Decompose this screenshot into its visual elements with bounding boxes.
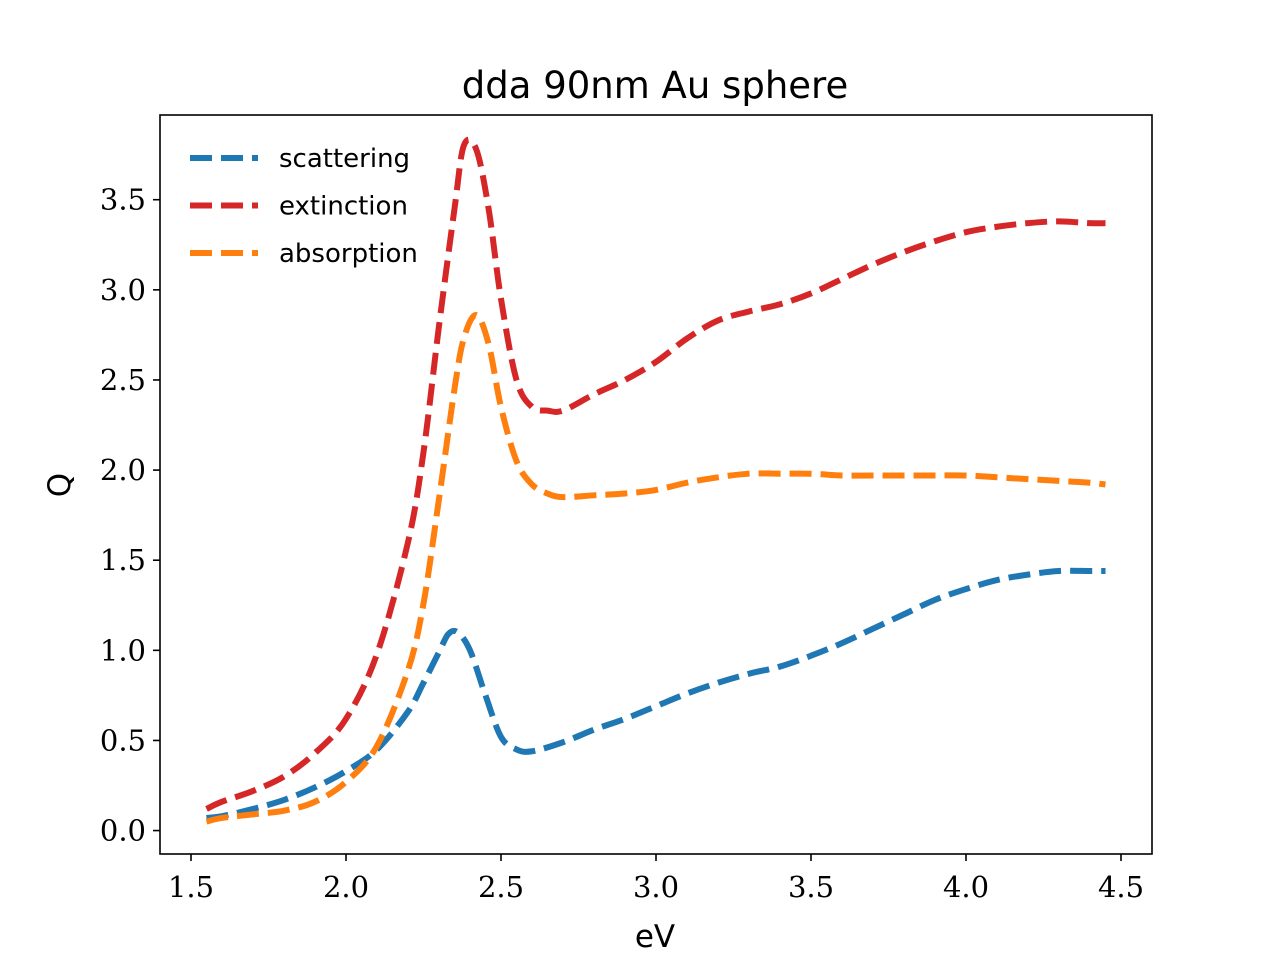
y-axis-ticks: 0.0 0.5 1.0 1.5 2.0 2.5 3.0 3.5 (100, 183, 160, 848)
x-tick-label: 1.5 (168, 870, 214, 904)
series-line-extinction (205, 136, 1106, 812)
x-tick-label: 2.5 (478, 870, 524, 904)
y-tick-label: 1.5 (100, 543, 146, 577)
chart-title: dda 90nm Au sphere (462, 64, 848, 107)
series-line-absorption (205, 312, 1106, 825)
legend: scattering extinction absorption (190, 144, 418, 269)
x-tick-label: 3.0 (633, 870, 679, 904)
x-tick-label: 2.0 (323, 870, 369, 904)
y-tick-label: 2.0 (100, 453, 146, 487)
legend-label-scattering: scattering (279, 144, 410, 174)
y-tick-label: 3.5 (100, 183, 146, 217)
y-tick-label: 0.0 (100, 814, 146, 848)
x-tick-label: 3.5 (788, 870, 834, 904)
y-tick-label: 2.5 (100, 363, 146, 397)
y-tick-label: 1.0 (100, 633, 146, 667)
series-line-scattering (206, 567, 1106, 821)
y-axis-label: Q (42, 473, 78, 497)
x-axis-label: eV (635, 919, 675, 955)
legend-label-absorption: absorption (279, 239, 418, 269)
x-tick-label: 4.0 (943, 870, 989, 904)
legend-label-extinction: extinction (279, 192, 408, 222)
y-tick-label: 3.0 (100, 273, 146, 307)
series-layer (205, 136, 1106, 825)
x-axis-ticks: 1.5 2.0 2.5 3.0 3.5 4.0 4.5 (168, 854, 1144, 904)
y-tick-label: 0.5 (100, 723, 146, 757)
x-tick-label: 4.5 (1098, 870, 1144, 904)
